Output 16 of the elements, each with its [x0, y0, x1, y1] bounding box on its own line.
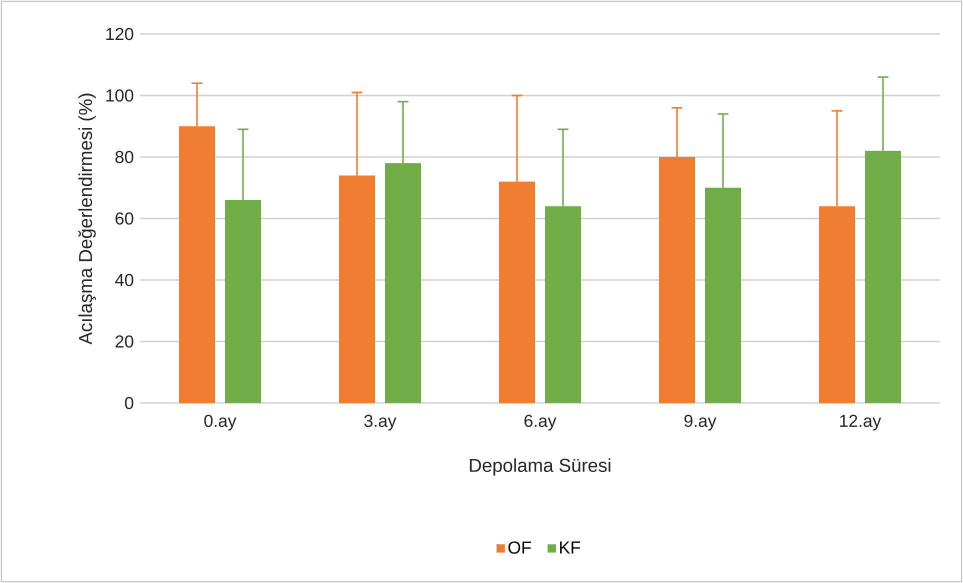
- x-tick-label: 9.ay: [684, 414, 716, 430]
- legend-label: OF: [508, 541, 531, 554]
- legend-label: KF: [560, 542, 580, 554]
- y-tick-label: 0: [124, 396, 134, 410]
- y-tick-label: 60: [116, 212, 134, 225]
- x-tick-label: 3.ay: [364, 414, 396, 430]
- y-axis-title: Acılaşma Değerlendirmesi (%): [78, 94, 96, 344]
- y-tick-label: 120: [106, 28, 134, 40]
- y-tick-label: 100: [106, 89, 134, 102]
- y-tick-label: 80: [115, 150, 134, 164]
- y-tick-label: 20: [116, 335, 134, 348]
- x-axis-title: Depolama Süresi: [470, 458, 610, 476]
- x-tick-label: 6.ay: [524, 414, 556, 430]
- y-tick-label: 40: [115, 274, 134, 286]
- x-tick-label: 12.ay: [840, 414, 882, 430]
- x-tick-label: 0.ay: [204, 414, 236, 430]
